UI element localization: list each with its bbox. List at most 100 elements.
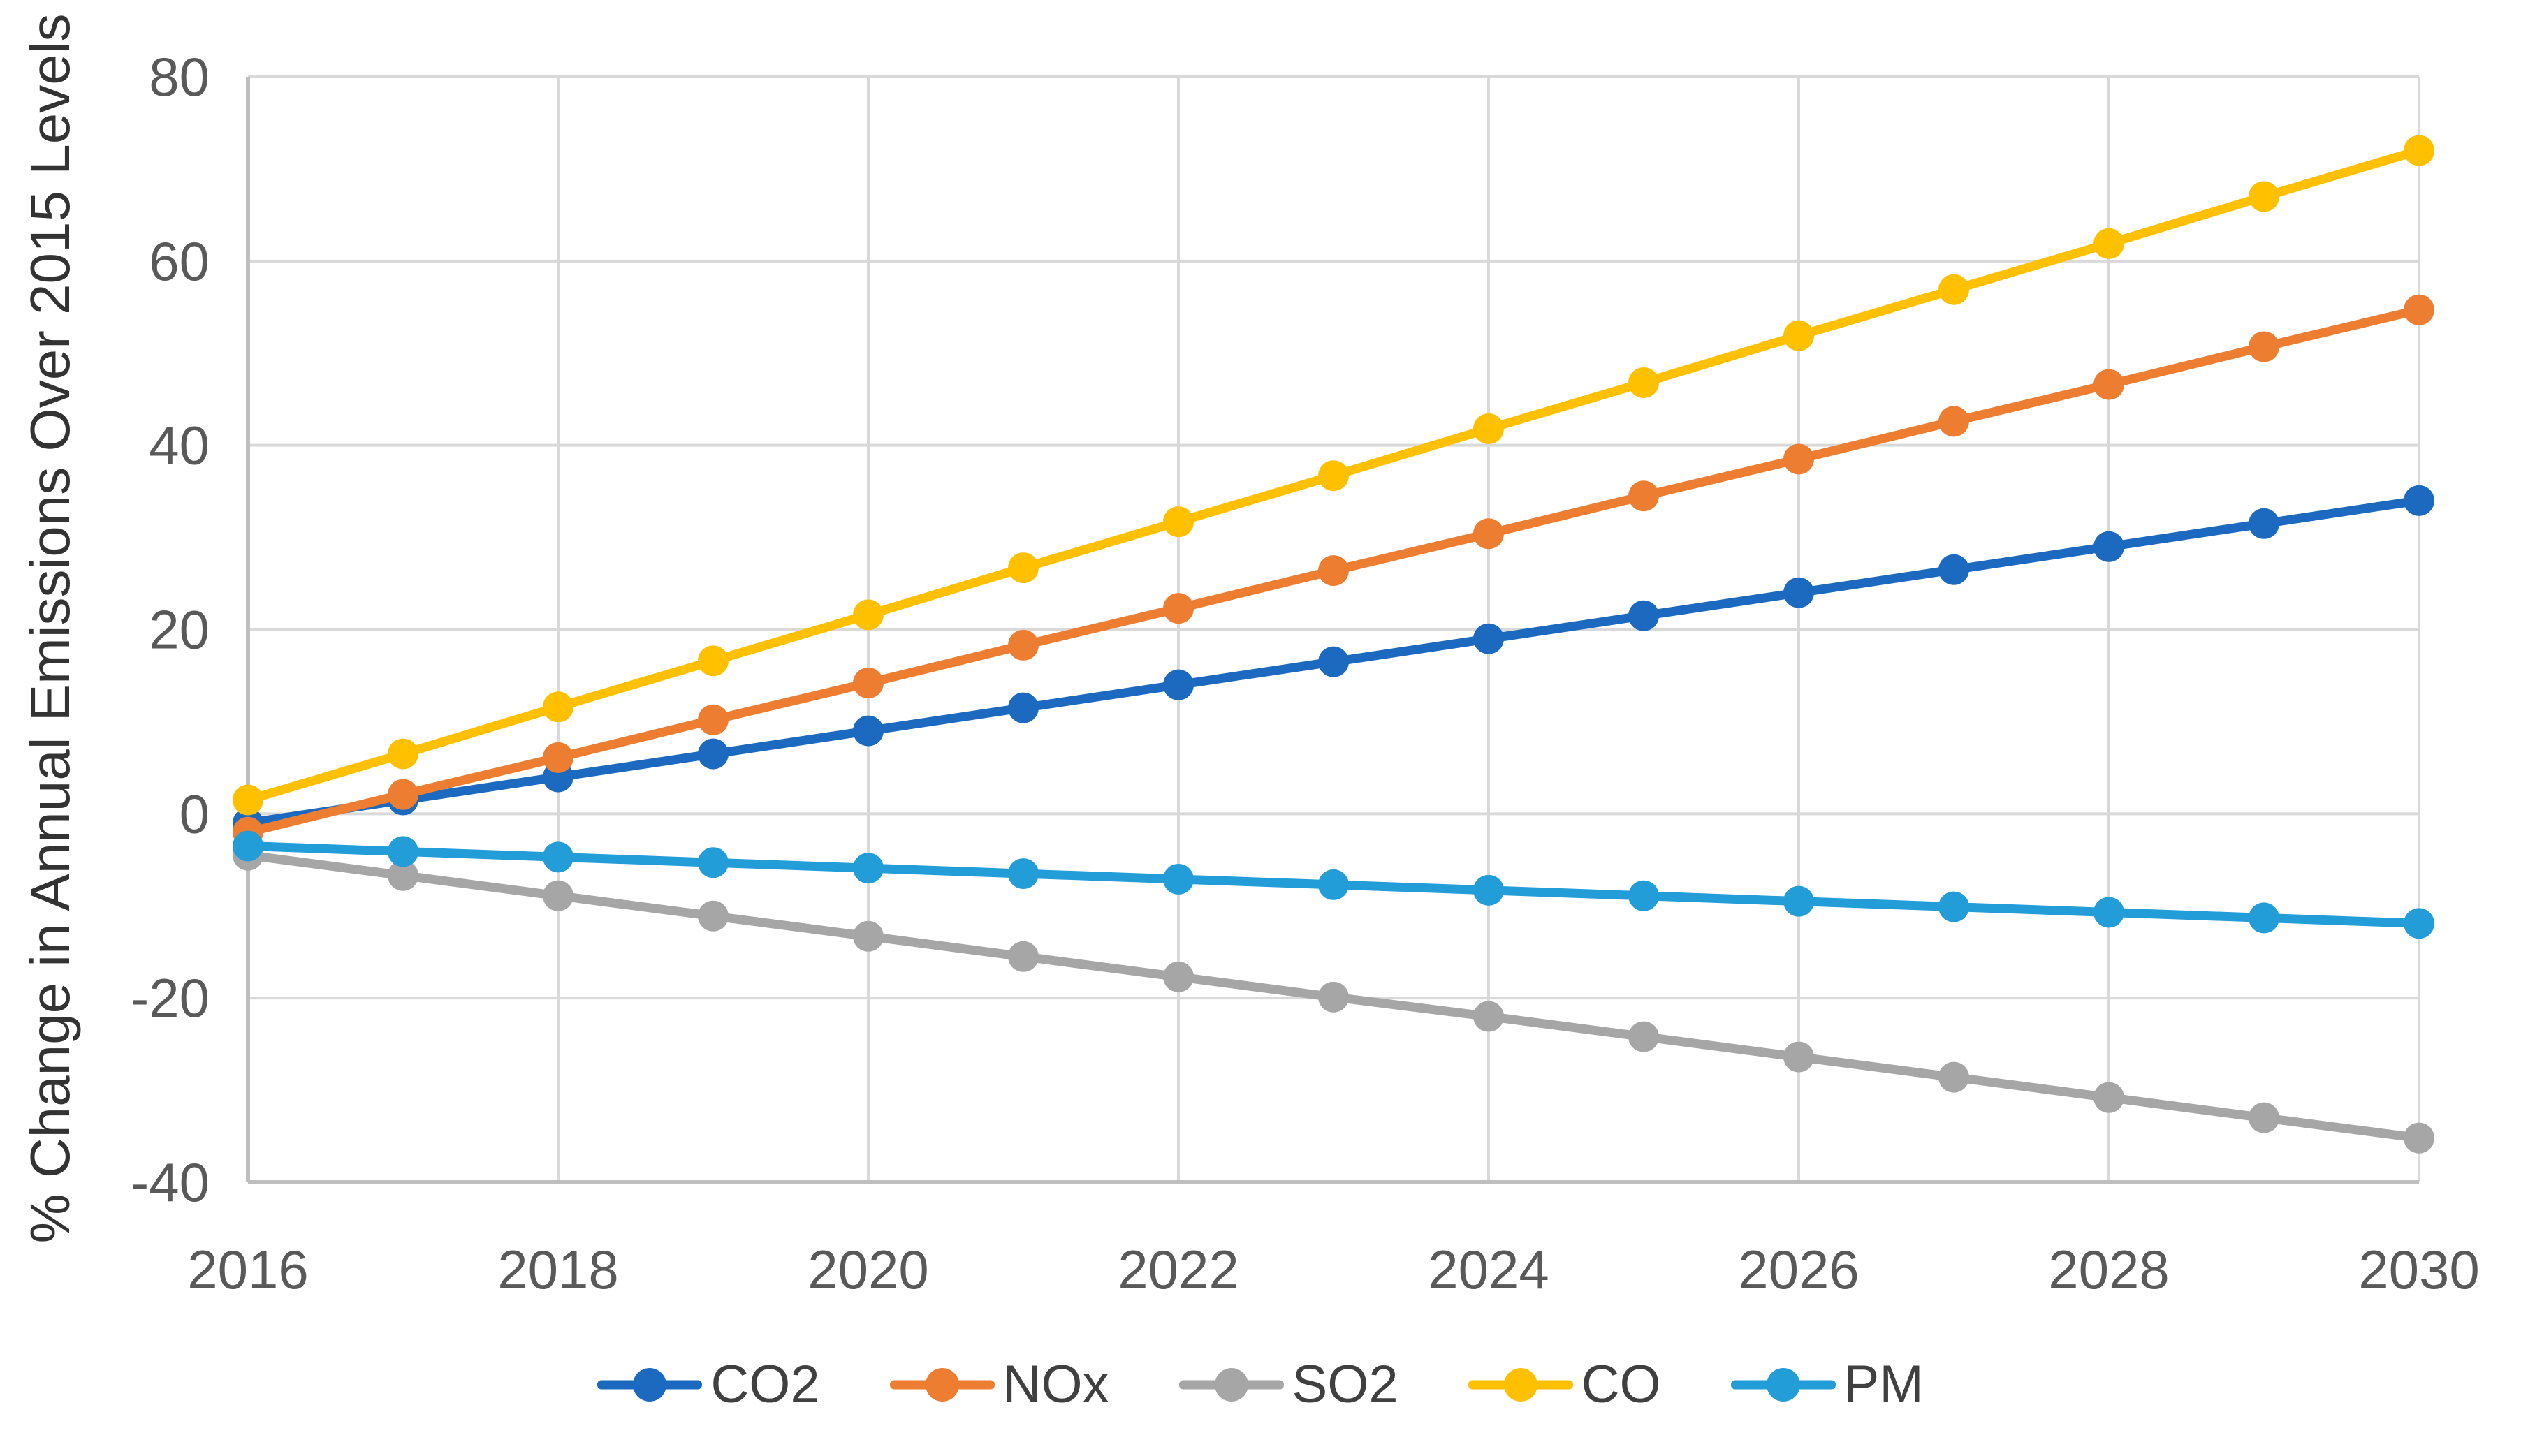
data-point-NOx [853,668,884,699]
y-tick-label: 20 [149,599,210,661]
data-point-PM [1163,863,1194,895]
data-point-PM [233,830,263,862]
data-point-CO2 [1318,646,1349,677]
legend-label: NOx [1002,1354,1109,1414]
data-point-SO2 [1008,941,1039,972]
legend-dot-swatch [925,1367,959,1402]
x-tick-label: 2028 [2048,1239,2170,1300]
data-point-CO [1938,274,1969,305]
data-point-CO [2093,228,2124,259]
data-point-PM [543,841,573,873]
legend-marker-icon [597,1365,703,1404]
data-point-NOx [2404,294,2434,325]
data-point-SO2 [1628,1021,1659,1052]
data-point-NOx [388,779,418,810]
legend-dot-swatch [1503,1367,1537,1402]
data-point-CO [853,599,884,631]
data-point-NOx [1783,443,1814,475]
legend-marker-icon [1468,1365,1573,1404]
data-point-CO [543,691,573,723]
y-tick-label: 60 [149,230,210,292]
data-point-PM [853,853,884,884]
data-point-SO2 [1783,1041,1814,1073]
data-point-PM [698,847,729,878]
legend-item-CO: CO [1468,1358,1661,1411]
data-point-CO [1783,320,1814,351]
data-point-CO2 [2249,508,2279,539]
data-point-NOx [543,742,573,773]
data-point-SO2 [2093,1082,2124,1113]
data-point-CO [233,784,263,816]
y-tick-label: 80 [149,46,210,108]
data-point-PM [1628,880,1659,911]
data-point-SO2 [1473,1001,1504,1032]
data-point-PM [1783,885,1814,917]
data-point-NOx [698,704,729,735]
data-point-CO [1008,552,1039,584]
data-point-CO [1163,506,1194,538]
data-point-PM [1318,869,1349,900]
data-point-NOx [1163,593,1194,624]
x-tick-label: 2024 [1428,1239,1549,1300]
y-tick-label: 0 [180,783,210,844]
legend-item-SO2: SO2 [1178,1358,1398,1411]
data-point-SO2 [1938,1061,1969,1093]
data-point-NOx [1938,406,1969,437]
data-point-CO2 [1008,692,1039,723]
data-point-SO2 [1163,961,1194,992]
data-point-CO [388,738,418,770]
x-tick-label: 2018 [497,1239,619,1300]
data-point-CO [2249,181,2279,212]
legend: CO2 NOx SO2 CO PM [0,1344,2521,1425]
y-tick-label: -40 [131,1152,210,1213]
data-point-CO2 [1783,577,1814,608]
x-tick-label: 2030 [2358,1239,2480,1300]
data-point-PM [1008,858,1039,890]
data-point-NOx [2249,331,2279,362]
data-point-CO2 [698,738,729,770]
gridlines [247,75,2420,1184]
data-point-CO [1473,413,1504,444]
data-point-PM [2249,902,2279,934]
data-point-CO2 [2404,485,2434,516]
legend-marker-icon [1730,1365,1836,1404]
x-tick-label: 2016 [187,1239,309,1300]
data-point-PM [2404,908,2434,939]
legend-label: CO [1581,1354,1661,1414]
data-point-CO2 [1163,669,1194,700]
y-tick-label: 40 [149,415,210,476]
data-series [233,135,2434,1154]
data-point-SO2 [543,880,573,911]
data-point-CO2 [1628,600,1659,631]
data-point-CO2 [1938,554,1969,585]
data-point-SO2 [2404,1122,2434,1154]
y-axis-title: % Change in Annual Emissions Over 2015 L… [19,13,81,1244]
data-point-CO2 [2093,531,2124,562]
y-axis-tick-labels: 80 60 40 20 0 -20 -40 [131,46,210,1213]
data-point-CO [2404,135,2434,166]
data-point-NOx [1318,555,1349,587]
data-point-PM [1938,891,1969,922]
x-tick-label: 2026 [1738,1239,1859,1300]
data-point-PM [2093,897,2124,928]
legend-dot-swatch [633,1367,667,1402]
x-tick-label: 2020 [808,1239,929,1300]
legend-item-CO2: CO2 [597,1354,820,1414]
axis-lines [246,77,2419,1184]
data-point-NOx [1473,518,1504,550]
legend-marker-icon [889,1365,995,1404]
data-point-NOx [1628,480,1659,512]
x-axis-tick-labels: 2016 2018 2020 2022 2024 2026 2028 2030 [187,1239,2480,1300]
data-point-CO2 [1473,623,1504,654]
legend-label: PM [1843,1354,1924,1414]
data-point-SO2 [853,920,884,952]
data-point-SO2 [1318,981,1349,1013]
legend-label: CO2 [710,1354,820,1414]
legend-marker-icon [1178,1365,1284,1404]
legend-item-PM: PM [1730,1354,1924,1414]
data-point-CO [1628,367,1659,398]
data-point-SO2 [2249,1102,2279,1133]
legend-dot-swatch [1766,1367,1800,1402]
